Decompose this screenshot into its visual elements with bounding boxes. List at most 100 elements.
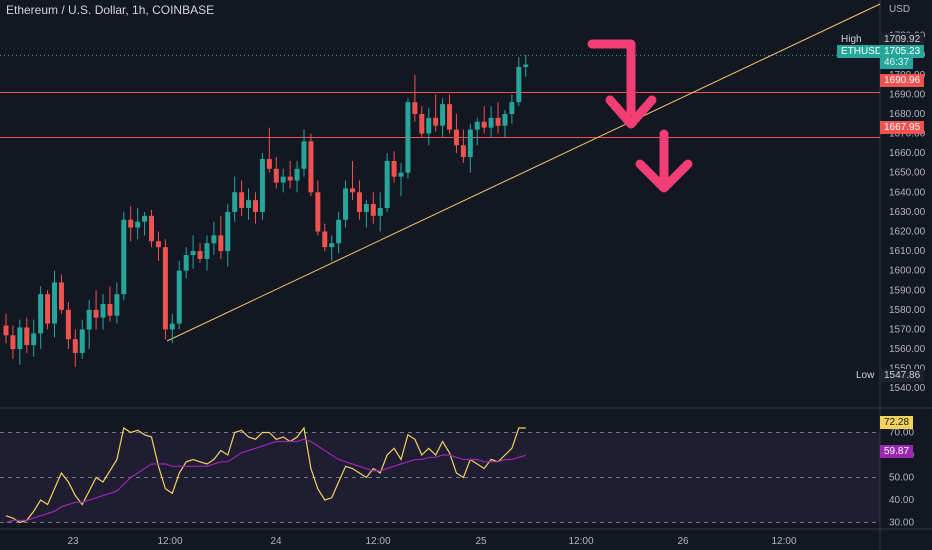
candle-body xyxy=(3,325,9,336)
chart-title: Ethereum / U.S. Dollar, 1h, COINBASE xyxy=(6,3,215,17)
candle-body xyxy=(329,243,335,248)
candle-body xyxy=(350,188,355,193)
candle-body xyxy=(259,159,265,212)
current-price-tag: 1705.23 xyxy=(880,45,925,58)
resistance-1-tag: 1690.96 xyxy=(880,74,925,87)
candle-body xyxy=(280,176,286,183)
candle-body xyxy=(10,335,16,350)
price-tick-label: 1540.00 xyxy=(889,383,926,394)
candle-body xyxy=(315,192,321,232)
price-tick-label: 1620.00 xyxy=(889,226,926,237)
candle-body xyxy=(336,219,342,244)
candle-body xyxy=(516,66,522,103)
candle-body xyxy=(398,172,404,177)
candle-body xyxy=(169,323,175,330)
price-tick-label: 1590.00 xyxy=(889,285,926,296)
candle-body xyxy=(107,303,113,316)
low-label-tag: Low xyxy=(852,369,879,382)
time-tick-label: 12:00 xyxy=(568,536,593,547)
candle-body xyxy=(523,64,529,67)
rsi-tick-label: 30.00 xyxy=(889,518,914,529)
candle-body xyxy=(343,188,349,220)
symbol-tag: ETHUSD xyxy=(837,45,887,58)
candle-body xyxy=(412,102,418,114)
candle-body xyxy=(176,270,182,324)
candle-body xyxy=(211,235,217,244)
trendline xyxy=(166,3,881,342)
candle-body xyxy=(308,141,314,193)
candle-body xyxy=(252,200,258,212)
candle-body xyxy=(467,129,473,158)
price-tick-label: 1680.00 xyxy=(889,109,926,120)
price-tick-label: 1560.00 xyxy=(889,344,926,355)
price-tick-label: 1580.00 xyxy=(889,305,926,316)
price-tick-label: 1670.00 xyxy=(889,129,926,140)
resistance-2-tag: 1667.95 xyxy=(880,121,925,134)
candle-body xyxy=(72,339,78,353)
time-tick-label: 12:00 xyxy=(771,536,796,547)
candle-body xyxy=(246,200,252,208)
candle-body xyxy=(204,243,210,259)
candle-body xyxy=(17,327,23,350)
candle-body xyxy=(65,309,71,340)
candle-body xyxy=(197,251,203,259)
candle-body xyxy=(356,192,362,212)
candle-body xyxy=(100,303,106,318)
down-arrow-bent-icon xyxy=(587,39,657,129)
candle-body xyxy=(93,309,99,318)
candle-body xyxy=(391,160,397,177)
candle-body xyxy=(142,215,148,222)
high-value-tag: 1709.92 xyxy=(880,33,925,46)
candle-body xyxy=(52,282,58,324)
candle-body xyxy=(31,333,37,346)
candle-body xyxy=(433,117,439,126)
candle-body xyxy=(377,207,383,216)
candle-body xyxy=(38,294,44,334)
candle-body xyxy=(218,235,224,252)
candle-body xyxy=(363,204,369,212)
time-tick-label: 23 xyxy=(67,536,79,547)
rsi-tick-label: 50.00 xyxy=(889,473,914,484)
candle-body xyxy=(232,192,238,212)
candle-body xyxy=(294,168,300,181)
price-tick-label: 1690.00 xyxy=(889,89,926,100)
currency-label: USD xyxy=(889,4,910,15)
time-tick-label: 12:00 xyxy=(365,536,390,547)
candle-body xyxy=(225,211,231,252)
price-tick-label: 1630.00 xyxy=(889,207,926,218)
low-value-tag: 1547.86 xyxy=(880,369,925,382)
price-tick-label: 1600.00 xyxy=(889,266,926,277)
candle-body xyxy=(24,327,30,346)
candle-body xyxy=(301,141,307,169)
countdown-tag: 46:37 xyxy=(880,56,914,69)
price-tick-label: 1660.00 xyxy=(889,148,926,159)
candle-body xyxy=(135,221,141,228)
candle-body xyxy=(447,104,453,130)
candle-body xyxy=(509,102,515,114)
candle-body xyxy=(495,117,501,126)
candle-body xyxy=(155,241,161,248)
time-tick-label: 24 xyxy=(270,536,282,547)
candle-body xyxy=(322,231,328,248)
rsi-tick-label: 70.00 xyxy=(889,428,914,439)
candle-body xyxy=(488,117,494,128)
time-tick-label: 25 xyxy=(475,536,487,547)
candle-body xyxy=(440,104,446,126)
candle-body xyxy=(45,294,51,324)
candle-body xyxy=(183,254,189,271)
candle-body xyxy=(266,159,272,169)
time-tick-label: 12:00 xyxy=(157,536,182,547)
candle-body xyxy=(86,309,92,330)
rsi-ma-line xyxy=(5,438,526,524)
down-arrow-icon xyxy=(635,129,693,193)
candle-body xyxy=(121,219,127,295)
candle-body xyxy=(128,219,134,228)
candle-body xyxy=(239,192,245,208)
candle-body xyxy=(419,113,425,134)
candle-body xyxy=(370,204,376,216)
candle-body xyxy=(287,176,293,181)
rsi-ma-value-tag: 59.87 xyxy=(880,445,914,458)
candle-body xyxy=(481,121,487,128)
